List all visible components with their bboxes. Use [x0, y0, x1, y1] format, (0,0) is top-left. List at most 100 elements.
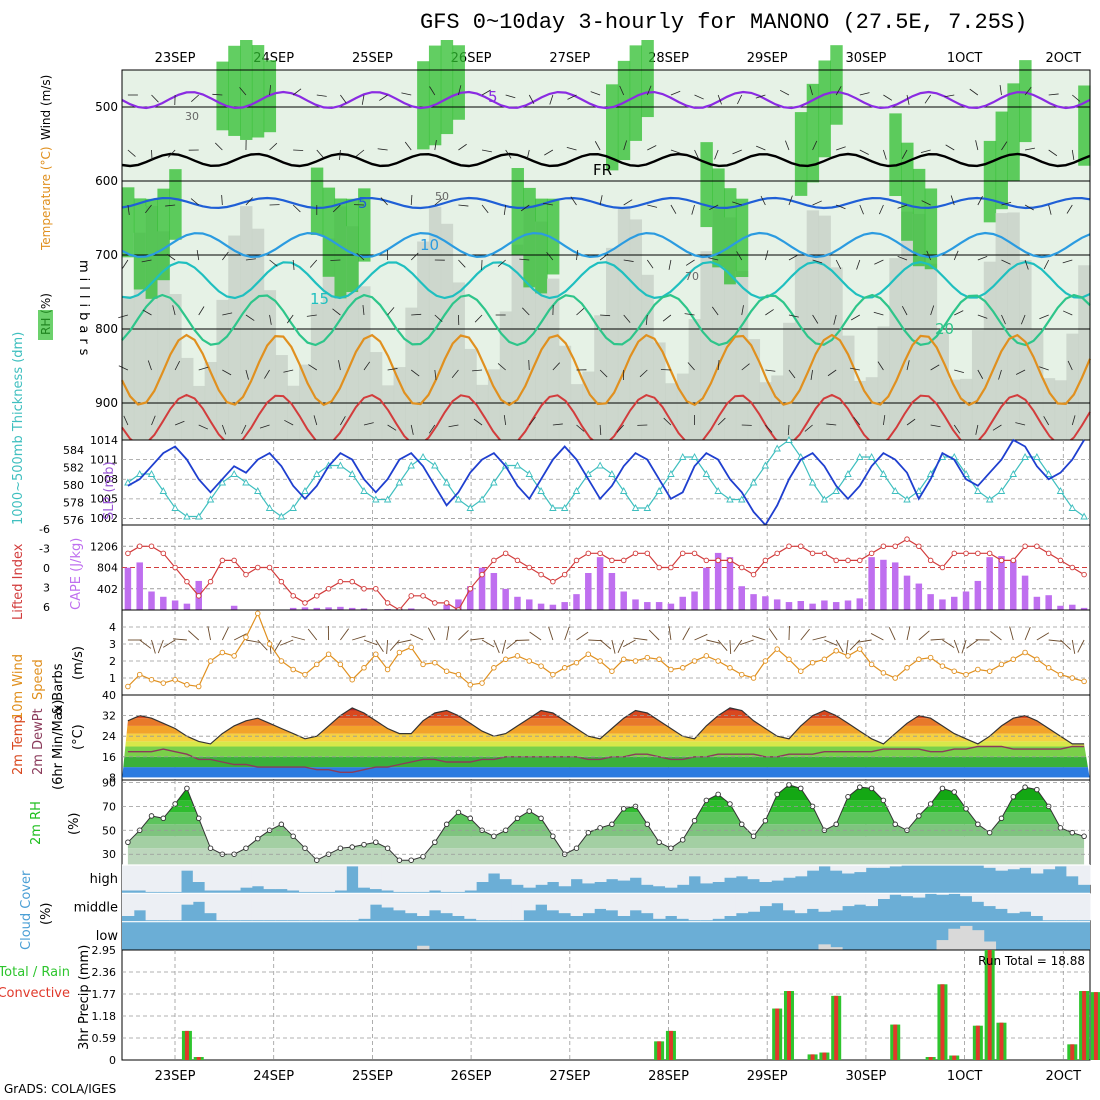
cloud-bar-high: [487, 865, 501, 874]
precip-conv-bar: [810, 1054, 815, 1060]
rh-shade: [889, 258, 902, 440]
wind-barb: [945, 144, 955, 151]
cape-bar: [455, 599, 462, 610]
thickness-point: [820, 495, 829, 503]
cloud-bar-high: [428, 865, 442, 891]
cloud-bar-high: [641, 865, 654, 885]
thickness-point: [466, 504, 475, 511]
wind-speed-point: [857, 646, 863, 652]
wind-speed-point: [408, 644, 414, 651]
wind-speed-point: [302, 671, 308, 678]
isotherm-label: FR: [593, 161, 612, 179]
wind-speed-point: [833, 648, 839, 654]
wind-barb: [694, 149, 700, 160]
cape-bar: [124, 567, 132, 610]
wind-speed-point: [550, 671, 556, 678]
cloud-bar-low: [971, 930, 985, 950]
cloud-bar-high: [122, 865, 135, 891]
wind-barb: [708, 257, 719, 261]
rh-point: [573, 845, 580, 851]
wind-barb: [1039, 366, 1049, 371]
cloud-bar-middle: [700, 893, 713, 921]
lifted-index-point: [986, 550, 993, 557]
thickness-point: [442, 478, 451, 486]
rh-moist: [169, 169, 182, 240]
wind-speed-point: [467, 682, 473, 688]
rh-point: [538, 815, 544, 822]
lifted-index-point: [691, 550, 698, 557]
rh-point: [243, 845, 249, 851]
wind-barb: [198, 306, 205, 316]
thickness-point: [608, 470, 616, 477]
cloud-bar-high: [629, 865, 642, 878]
wind-barb: [1048, 149, 1058, 157]
wind-barb: [670, 90, 681, 96]
cape-bar: [1033, 596, 1041, 610]
cloud-bar-middle: [145, 893, 158, 921]
cape-bar: [549, 604, 557, 610]
wind-barb: [212, 93, 223, 96]
rh-point: [691, 817, 698, 824]
wind-barb: [207, 626, 211, 641]
wind-barb: [1043, 259, 1050, 270]
rh-point: [703, 797, 710, 804]
wind-barb: [1071, 149, 1075, 160]
lifted-index-point: [302, 600, 308, 606]
wind-barb: [711, 306, 719, 316]
pressure-label: 700: [95, 248, 118, 262]
wind-speed-point: [644, 654, 651, 661]
cloud-bar-middle: [535, 893, 548, 905]
rh-shade: [192, 385, 206, 440]
wind-barb: [172, 638, 187, 641]
cape-axis-label: CAPE (J/kg): [69, 538, 84, 610]
precip-axis-label: 3hr Precip (mm): [77, 945, 92, 1050]
cloud-bar-high: [381, 865, 395, 891]
date-label-top: 27SEP: [549, 51, 590, 66]
wind-barb: [663, 417, 672, 426]
wind-barb: [245, 369, 249, 380]
rh-point: [585, 829, 592, 836]
wind-barb: [906, 418, 916, 426]
cape-bar: [526, 599, 533, 610]
wind-barb: [835, 86, 842, 96]
rh-point: [526, 808, 533, 814]
cloud-bar-low: [948, 928, 961, 950]
wind-barb: [576, 631, 589, 641]
thickness-point: [336, 461, 345, 469]
cloud-bar-middle: [157, 893, 170, 921]
wind-barb: [835, 259, 842, 270]
lifted-index-point: [857, 557, 863, 564]
lifted-index-point: [656, 564, 662, 571]
wind-barb: [888, 627, 896, 641]
wind-barb: [998, 369, 1002, 380]
wind-barb: [918, 630, 930, 641]
wind-barb: [503, 204, 507, 215]
wind-barb: [397, 639, 412, 644]
rh-moist: [428, 45, 442, 146]
slp-tick: 1011: [90, 454, 118, 467]
rh-shade: [594, 315, 607, 440]
cloud-bar-high: [558, 865, 572, 887]
wind-barb: [812, 140, 818, 151]
wind-barb: [874, 259, 884, 265]
wind-barb: [779, 89, 790, 96]
wind-barb: [920, 149, 931, 153]
wind-barb: [1048, 204, 1052, 215]
cape-bar: [773, 599, 781, 610]
cloud-bar-high: [771, 865, 784, 881]
wind-barb: [506, 639, 518, 650]
wind-barb: [505, 149, 512, 159]
wind-barb: [1024, 147, 1035, 151]
wind-barb: [283, 369, 294, 373]
wind-barb: [564, 626, 570, 641]
cloud-bar-middle: [629, 893, 642, 911]
wind-speed-point: [1010, 656, 1017, 663]
wind-barb: [765, 309, 774, 316]
rh-point: [550, 833, 556, 840]
wind-barb: [717, 360, 720, 371]
cloud-bar-middle: [676, 893, 690, 919]
rh-shade: [960, 378, 973, 440]
wind-barb: [883, 149, 887, 160]
precip-panel-frame: [121, 949, 1091, 1061]
li-tick: 6: [43, 601, 50, 614]
